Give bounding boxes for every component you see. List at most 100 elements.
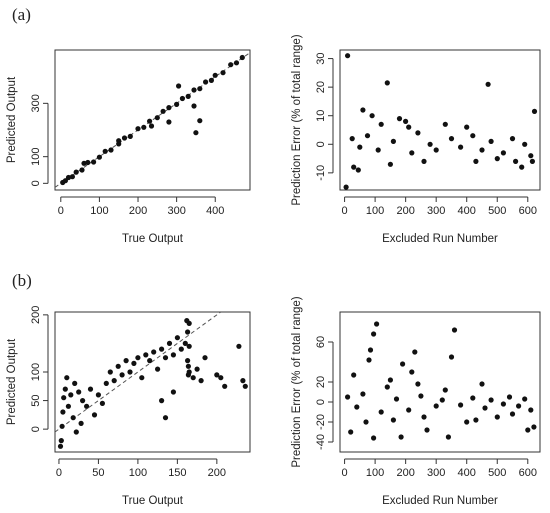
panel-label-a: (a) (12, 5, 31, 24)
x-tick-label: 200 (396, 205, 414, 217)
y-tick-label: 50 (30, 394, 42, 406)
data-point (203, 79, 209, 85)
data-point (191, 103, 197, 109)
plot-frame (54, 49, 251, 191)
data-point (494, 414, 500, 420)
data-point (479, 147, 485, 153)
data-point (485, 81, 491, 87)
data-point (236, 343, 242, 349)
y-tick-label: 20 (315, 376, 327, 388)
data-point (240, 378, 246, 384)
data-point (197, 86, 203, 92)
data-point (99, 400, 105, 406)
data-point (464, 124, 470, 130)
data-point (170, 352, 176, 358)
data-point (363, 419, 369, 425)
x-tick-label: 100 (90, 205, 108, 217)
data-point (528, 153, 534, 159)
data-point (190, 375, 196, 381)
y-tick-label: 10 (315, 110, 327, 122)
data-point (65, 403, 71, 409)
data-point (57, 443, 64, 449)
data-point (166, 119, 172, 125)
data-point (131, 360, 137, 366)
y-tick-label: 0 (315, 141, 327, 147)
data-point (68, 392, 74, 398)
x-tick-label: 500 (488, 467, 506, 479)
data-point (479, 381, 485, 387)
data-point (62, 178, 68, 184)
data-point (61, 395, 67, 401)
data-point (84, 403, 90, 409)
data-point (159, 398, 165, 404)
data-point (519, 164, 525, 170)
y-tick-label: 60 (315, 336, 327, 348)
x-tick-label: 500 (488, 205, 506, 217)
x-tick-label: 0 (342, 467, 348, 479)
data-point (185, 358, 191, 364)
data-point (151, 349, 157, 355)
data-point (160, 108, 166, 114)
plot-frame (339, 49, 541, 191)
plot-frame (54, 311, 251, 453)
data-point (390, 138, 396, 144)
y-tick-label: 0 (315, 399, 327, 405)
data-point (406, 124, 412, 130)
data-marks (343, 53, 538, 190)
data-point (80, 398, 86, 404)
plot-frame (339, 311, 541, 453)
x-tick-label: 400 (206, 205, 224, 217)
data-point (354, 404, 360, 410)
x-tick-label: 100 (366, 205, 384, 217)
data-point (409, 150, 415, 156)
data-point (506, 394, 513, 400)
data-point (147, 118, 153, 124)
data-point (371, 435, 377, 441)
data-point (191, 87, 197, 93)
data-point (433, 147, 439, 153)
data-point (193, 130, 199, 136)
data-point (470, 395, 476, 401)
data-point (76, 389, 82, 395)
data-point (509, 411, 516, 417)
data-point (343, 184, 349, 190)
data-point (222, 383, 228, 389)
data-point (345, 394, 351, 400)
data-point (470, 133, 476, 139)
data-point (186, 320, 192, 326)
x-tick-label: 0 (342, 205, 348, 217)
data-point (155, 366, 161, 372)
data-point (458, 144, 464, 150)
data-point (228, 62, 234, 68)
data-point (166, 105, 172, 111)
data-point (64, 375, 70, 381)
data-point (378, 409, 384, 415)
data-point (509, 136, 516, 142)
data-point (351, 164, 357, 170)
data-point (162, 355, 169, 361)
data-point (212, 72, 218, 78)
data-point (242, 383, 248, 389)
data-point (170, 389, 176, 395)
y-tick-label: 300 (30, 94, 42, 112)
x-tick-label: 200 (396, 467, 414, 479)
data-point (513, 158, 519, 164)
data-point (198, 378, 204, 384)
x-tick-label: 200 (208, 467, 226, 479)
x-tick-label: 600 (519, 205, 537, 217)
data-point (366, 357, 372, 363)
data-point (78, 420, 84, 426)
y-tick-label: 100 (30, 363, 42, 381)
chart-3: 0 50 100 150 200 0 50 100 200 True Output Predicte… (6, 306, 251, 507)
data-point (384, 80, 390, 86)
data-point (148, 123, 155, 129)
data-point (348, 429, 354, 435)
y-tick-label: 0 (30, 426, 42, 432)
data-point (174, 335, 180, 341)
x-tick-label: 100 (366, 467, 384, 479)
data-point (69, 174, 75, 180)
x-axis-title: True Output (122, 495, 184, 507)
data-point (451, 327, 458, 333)
data-point (233, 60, 240, 66)
